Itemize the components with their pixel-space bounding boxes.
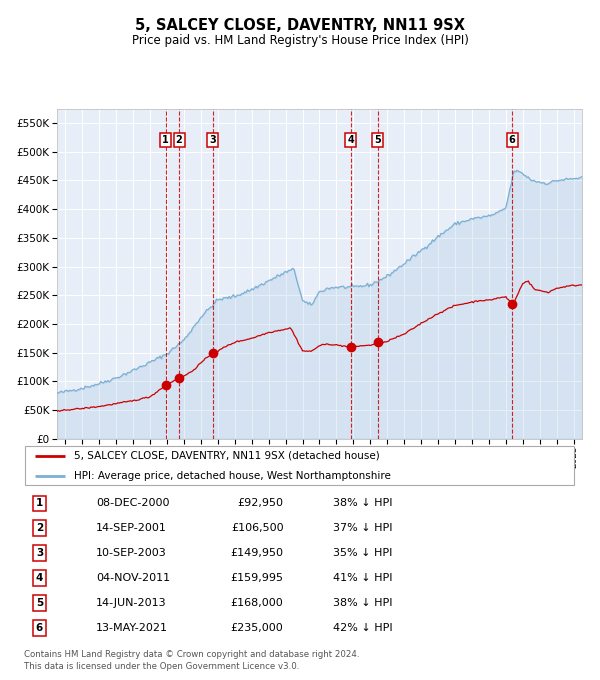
Text: 41% ↓ HPI: 41% ↓ HPI <box>333 573 392 583</box>
Text: 4: 4 <box>347 135 354 146</box>
Text: 13-MAY-2021: 13-MAY-2021 <box>96 623 168 633</box>
Text: 5: 5 <box>374 135 382 146</box>
Text: £149,950: £149,950 <box>230 548 283 558</box>
Text: Price paid vs. HM Land Registry's House Price Index (HPI): Price paid vs. HM Land Registry's House … <box>131 34 469 48</box>
Text: 5, SALCEY CLOSE, DAVENTRY, NN11 9SX: 5, SALCEY CLOSE, DAVENTRY, NN11 9SX <box>135 18 465 33</box>
Text: 3: 3 <box>209 135 217 146</box>
Text: 10-SEP-2003: 10-SEP-2003 <box>96 548 167 558</box>
Text: 1: 1 <box>36 498 43 509</box>
Text: 14-JUN-2013: 14-JUN-2013 <box>96 598 166 608</box>
Text: 35% ↓ HPI: 35% ↓ HPI <box>333 548 392 558</box>
FancyBboxPatch shape <box>25 445 574 485</box>
Text: 3: 3 <box>36 548 43 558</box>
Text: This data is licensed under the Open Government Licence v3.0.: This data is licensed under the Open Gov… <box>24 662 299 671</box>
Text: 08-DEC-2000: 08-DEC-2000 <box>96 498 169 509</box>
Text: £235,000: £235,000 <box>230 623 283 633</box>
Text: 6: 6 <box>36 623 43 633</box>
Text: 4: 4 <box>36 573 43 583</box>
Text: 42% ↓ HPI: 42% ↓ HPI <box>333 623 393 633</box>
Text: 6: 6 <box>509 135 515 146</box>
Text: 2: 2 <box>36 524 43 533</box>
Text: Contains HM Land Registry data © Crown copyright and database right 2024.: Contains HM Land Registry data © Crown c… <box>24 649 359 659</box>
Text: 2: 2 <box>176 135 182 146</box>
Text: 37% ↓ HPI: 37% ↓ HPI <box>333 524 392 533</box>
Text: £168,000: £168,000 <box>230 598 283 608</box>
Text: £159,995: £159,995 <box>230 573 283 583</box>
Text: HPI: Average price, detached house, West Northamptonshire: HPI: Average price, detached house, West… <box>74 471 391 481</box>
Text: 04-NOV-2011: 04-NOV-2011 <box>96 573 170 583</box>
Text: 5, SALCEY CLOSE, DAVENTRY, NN11 9SX (detached house): 5, SALCEY CLOSE, DAVENTRY, NN11 9SX (det… <box>74 451 379 461</box>
Text: 5: 5 <box>36 598 43 608</box>
Text: £92,950: £92,950 <box>238 498 283 509</box>
Text: 1: 1 <box>163 135 169 146</box>
Text: 14-SEP-2001: 14-SEP-2001 <box>96 524 167 533</box>
Text: 38% ↓ HPI: 38% ↓ HPI <box>333 498 392 509</box>
Text: £106,500: £106,500 <box>231 524 283 533</box>
Text: 38% ↓ HPI: 38% ↓ HPI <box>333 598 392 608</box>
